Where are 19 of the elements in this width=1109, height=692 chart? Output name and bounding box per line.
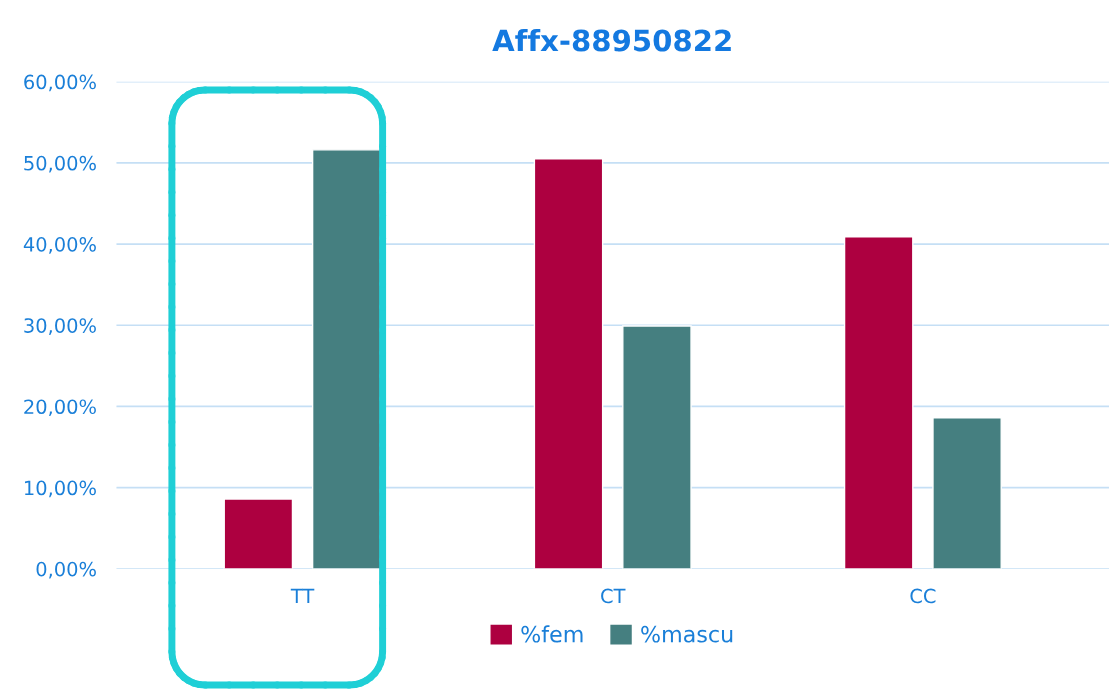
chart-title: Affx-88950822 — [492, 28, 731, 52]
y-tick-label: 50,00% — [24, 155, 96, 173]
y-tick-label: 30,00% — [24, 318, 96, 335]
bar — [533, 158, 604, 569]
bar — [622, 325, 692, 569]
x-tick-label: TT — [290, 588, 315, 604]
bar — [223, 498, 294, 569]
bar — [932, 417, 1002, 569]
y-tick-label: 60,00% — [24, 74, 96, 92]
x-tick-label: CT — [601, 588, 626, 604]
y-tick-label: 0,00% — [36, 561, 96, 579]
x-tick-label: CC — [910, 588, 936, 604]
y-tick-label: 20,00% — [24, 399, 96, 417]
y-tick-label: 40,00% — [23, 237, 96, 254]
bar — [843, 236, 914, 569]
legend-label: %fem — [521, 625, 583, 643]
legend-label: %mascu — [641, 625, 733, 643]
y-tick-label: 10,00% — [25, 480, 96, 498]
bar — [311, 149, 382, 569]
